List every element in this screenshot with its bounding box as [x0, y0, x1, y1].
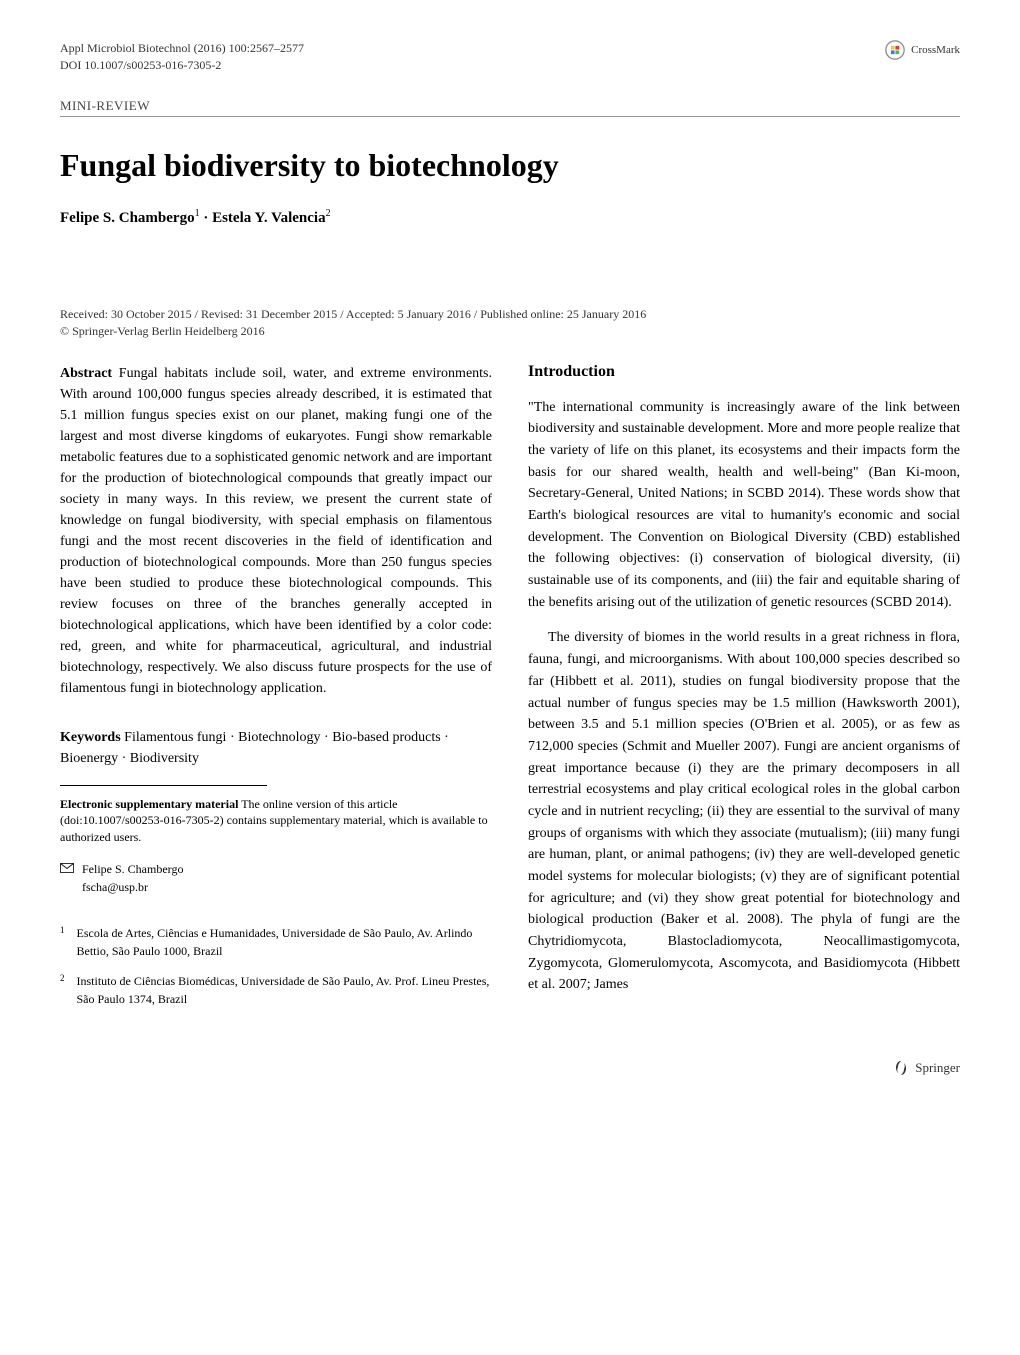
- crossmark-icon: [885, 40, 905, 60]
- page-footer: Springer: [60, 1060, 960, 1076]
- crossmark-badge[interactable]: CrossMark: [885, 40, 960, 60]
- keywords: Keywords Filamentous fungi · Biotechnolo…: [60, 727, 492, 769]
- author-1: Felipe S. Chambergo: [60, 210, 195, 226]
- doi: DOI 10.1007/s00253-016-7305-2: [60, 57, 304, 74]
- article-dates: Received: 30 October 2015 / Revised: 31 …: [60, 307, 960, 322]
- journal-citation: Appl Microbiol Biotechnol (2016) 100:256…: [60, 40, 304, 57]
- corresponding-author-details: Felipe S. Chambergo fscha@usp.br: [82, 860, 183, 896]
- intro-paragraph-2: The diversity of biomes in the world res…: [528, 627, 960, 996]
- keywords-label: Keywords: [60, 730, 121, 745]
- left-column: Abstract Fungal habitats include soil, w…: [60, 363, 492, 1020]
- publisher-name: Springer: [915, 1060, 960, 1076]
- intro-paragraph-1: "The international community is increasi…: [528, 397, 960, 614]
- envelope-icon: [60, 863, 74, 873]
- journal-info: Appl Microbiol Biotechnol (2016) 100:256…: [60, 40, 304, 74]
- corresponding-author: Felipe S. Chambergo fscha@usp.br: [60, 860, 492, 896]
- affil-1-text: Escola de Artes, Ciências e Humanidades,…: [77, 924, 493, 960]
- supplementary-label: Electronic supplementary material: [60, 797, 238, 811]
- footnote-divider: [60, 785, 267, 786]
- divider: [60, 116, 960, 117]
- crossmark-label: CrossMark: [911, 44, 960, 56]
- author-2-affil-sup: 2: [326, 208, 331, 219]
- author-list: Felipe S. Chambergo1 · Estela Y. Valenci…: [60, 208, 960, 227]
- affiliation-2: 2 Instituto de Ciências Biomédicas, Univ…: [60, 972, 492, 1008]
- author-separator: ·: [200, 210, 213, 226]
- supplementary-material: Electronic supplementary material The on…: [60, 796, 492, 846]
- affil-2-num: 2: [60, 972, 65, 1008]
- author-2: Estela Y. Valencia: [212, 210, 326, 226]
- abstract-label: Abstract: [60, 366, 112, 381]
- article-title: Fungal biodiversity to biotechnology: [60, 147, 960, 184]
- corresponding-email[interactable]: fscha@usp.br: [82, 878, 183, 896]
- abstract-body: Fungal habitats include soil, water, and…: [60, 366, 492, 696]
- springer-icon: [893, 1060, 909, 1076]
- affiliation-1: 1 Escola de Artes, Ciências e Humanidade…: [60, 924, 492, 960]
- copyright: © Springer-Verlag Berlin Heidelberg 2016: [60, 324, 960, 339]
- corresponding-name: Felipe S. Chambergo: [82, 860, 183, 878]
- affil-2-text: Instituto de Ciências Biomédicas, Univer…: [77, 972, 493, 1008]
- article-type-label: MINI-REVIEW: [60, 98, 960, 114]
- abstract: Abstract Fungal habitats include soil, w…: [60, 363, 492, 699]
- right-column: Introduction "The international communit…: [528, 363, 960, 1020]
- affil-1-num: 1: [60, 924, 65, 960]
- two-column-layout: Abstract Fungal habitats include soil, w…: [60, 363, 960, 1020]
- page-header: Appl Microbiol Biotechnol (2016) 100:256…: [60, 40, 960, 74]
- introduction-heading: Introduction: [528, 363, 960, 381]
